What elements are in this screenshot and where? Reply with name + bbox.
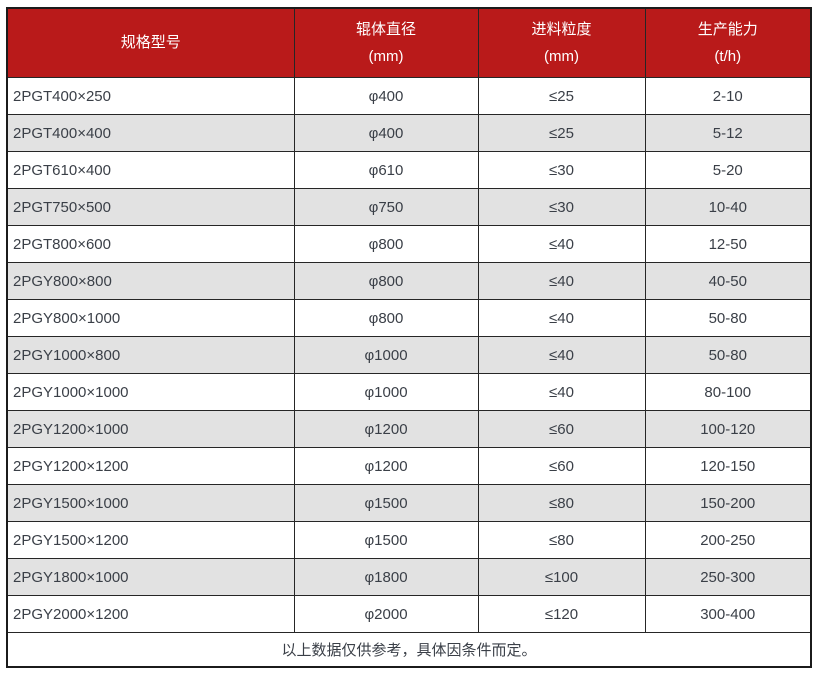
- table-row: 2PGY1000×1000 φ1000 ≤40 80-100: [6, 373, 812, 411]
- spec-table: 规格型号 辊体直径 (mm) 进料粒度 (mm) 生产能力 (t/h) 2PGT…: [6, 7, 812, 668]
- value-cell: φ400: [293, 77, 479, 115]
- value-cell: 200-250: [644, 521, 812, 559]
- model-cell: 2PGT800×600: [6, 225, 295, 263]
- value-cell: φ1800: [293, 558, 479, 596]
- model-cell: 2PGY1000×800: [6, 336, 295, 374]
- column-label: 辊体直径: [355, 20, 416, 38]
- value-cell: 5-20: [644, 151, 812, 189]
- model-cell: 2PGY1500×1000: [6, 484, 295, 522]
- value-cell: 10-40: [644, 188, 812, 226]
- footer-row: 以上数据仅供参考，具体因条件而定。: [6, 632, 812, 668]
- value-cell: φ1200: [293, 410, 479, 448]
- value-cell: ≤25: [477, 114, 646, 152]
- model-cell: 2PGY2000×1200: [6, 595, 295, 633]
- value-cell: ≤40: [477, 336, 646, 374]
- value-cell: ≤60: [477, 410, 646, 448]
- value-cell: φ1200: [293, 447, 479, 485]
- table-row: 2PGY800×800 φ800 ≤40 40-50: [6, 262, 812, 300]
- value-cell: 80-100: [644, 373, 812, 411]
- header-cell-capacity: 生产能力 (t/h): [644, 7, 812, 78]
- model-cell: 2PGY1000×1000: [6, 373, 295, 411]
- value-cell: φ1500: [293, 484, 479, 522]
- value-cell: φ800: [293, 225, 479, 263]
- header-cell-feed-size: 进料粒度 (mm): [477, 7, 646, 78]
- column-label: 进料粒度: [531, 20, 592, 38]
- value-cell: 50-80: [644, 299, 812, 337]
- header-row: 规格型号 辊体直径 (mm) 进料粒度 (mm) 生产能力 (t/h): [6, 7, 812, 78]
- table-row: 2PGT400×250 φ400 ≤25 2-10: [6, 77, 812, 115]
- value-cell: φ800: [293, 262, 479, 300]
- header-cell-roller-diameter: 辊体直径 (mm): [293, 7, 479, 78]
- table-row: 2PGT750×500 φ750 ≤30 10-40: [6, 188, 812, 226]
- table-row: 2PGY2000×1200 φ2000 ≤120 300-400: [6, 595, 812, 633]
- model-cell: 2PGY800×1000: [6, 299, 295, 337]
- value-cell: φ800: [293, 299, 479, 337]
- model-cell: 2PGT400×250: [6, 77, 295, 115]
- value-cell: 300-400: [644, 595, 812, 633]
- page: 规格型号 辊体直径 (mm) 进料粒度 (mm) 生产能力 (t/h) 2PGT…: [6, 7, 812, 668]
- value-cell: ≤40: [477, 373, 646, 411]
- table-row: 2PGY1200×1000 φ1200 ≤60 100-120: [6, 410, 812, 448]
- table-row: 2PGY800×1000 φ800 ≤40 50-80: [6, 299, 812, 337]
- value-cell: ≤25: [477, 77, 646, 115]
- table-row: 2PGY1500×1000 φ1500 ≤80 150-200: [6, 484, 812, 522]
- table-row: 2PGT610×400 φ610 ≤30 5-20: [6, 151, 812, 189]
- model-cell: 2PGY1200×1200: [6, 447, 295, 485]
- model-cell: 2PGY1200×1000: [6, 410, 295, 448]
- column-label: 生产能力: [697, 20, 758, 38]
- table-row: 2PGY1000×800 φ1000 ≤40 50-80: [6, 336, 812, 374]
- column-unit: (t/h): [714, 47, 742, 65]
- value-cell: 40-50: [644, 262, 812, 300]
- value-cell: φ750: [293, 188, 479, 226]
- model-cell: 2PGT750×500: [6, 188, 295, 226]
- value-cell: φ1000: [293, 373, 479, 411]
- table-row: 2PGY1800×1000 φ1800 ≤100 250-300: [6, 558, 812, 596]
- value-cell: 50-80: [644, 336, 812, 374]
- value-cell: φ1000: [293, 336, 479, 374]
- value-cell: 12-50: [644, 225, 812, 263]
- value-cell: ≤30: [477, 151, 646, 189]
- value-cell: 100-120: [644, 410, 812, 448]
- value-cell: ≤40: [477, 299, 646, 337]
- table-row: 2PGT800×600 φ800 ≤40 12-50: [6, 225, 812, 263]
- column-unit: (mm): [544, 47, 579, 65]
- value-cell: ≤40: [477, 225, 646, 263]
- header-cell-model: 规格型号: [6, 7, 295, 78]
- value-cell: ≤60: [477, 447, 646, 485]
- table-row: 2PGT400×400 φ400 ≤25 5-12: [6, 114, 812, 152]
- value-cell: 2-10: [644, 77, 812, 115]
- table-row: 2PGY1200×1200 φ1200 ≤60 120-150: [6, 447, 812, 485]
- value-cell: ≤80: [477, 521, 646, 559]
- model-cell: 2PGT400×400: [6, 114, 295, 152]
- footer-note: 以上数据仅供参考，具体因条件而定。: [6, 632, 812, 668]
- value-cell: 150-200: [644, 484, 812, 522]
- table-body: 2PGT400×250 φ400 ≤25 2-10 2PGT400×400 φ400 ≤25…: [6, 77, 812, 633]
- value-cell: ≤40: [477, 262, 646, 300]
- value-cell: 120-150: [644, 447, 812, 485]
- column-label: 规格型号: [120, 34, 181, 51]
- model-cell: 2PGT610×400: [6, 151, 295, 189]
- model-cell: 2PGY800×800: [6, 262, 295, 300]
- value-cell: φ2000: [293, 595, 479, 633]
- value-cell: φ610: [293, 151, 479, 189]
- value-cell: ≤80: [477, 484, 646, 522]
- model-cell: 2PGY1500×1200: [6, 521, 295, 559]
- model-cell: 2PGY1800×1000: [6, 558, 295, 596]
- value-cell: 5-12: [644, 114, 812, 152]
- value-cell: φ1500: [293, 521, 479, 559]
- value-cell: ≤30: [477, 188, 646, 226]
- value-cell: 250-300: [644, 558, 812, 596]
- value-cell: ≤100: [477, 558, 646, 596]
- column-unit: (mm): [368, 47, 404, 65]
- value-cell: φ400: [293, 114, 479, 152]
- value-cell: ≤120: [477, 595, 646, 633]
- table-row: 2PGY1500×1200 φ1500 ≤80 200-250: [6, 521, 812, 559]
